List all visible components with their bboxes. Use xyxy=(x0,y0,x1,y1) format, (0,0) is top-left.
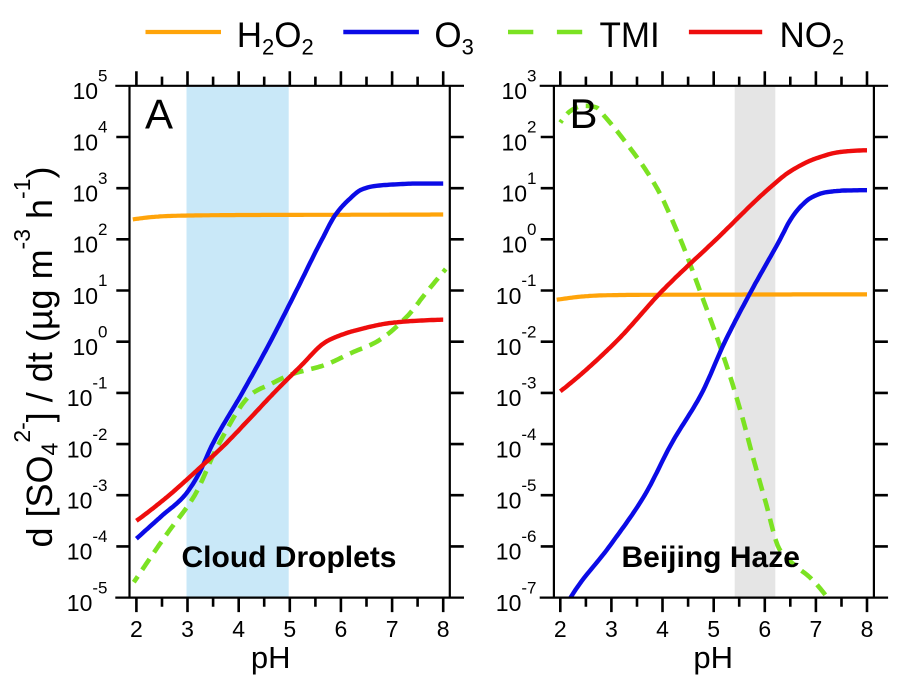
svg-text:B: B xyxy=(570,90,598,137)
svg-text:A: A xyxy=(145,91,173,138)
svg-text:3: 3 xyxy=(181,616,194,642)
svg-text:7: 7 xyxy=(810,616,823,642)
svg-text:2: 2 xyxy=(130,616,143,642)
svg-text:4: 4 xyxy=(656,616,669,642)
svg-text:5: 5 xyxy=(283,616,296,642)
svg-text:NO2: NO2 xyxy=(780,16,845,60)
svg-text:3: 3 xyxy=(605,616,618,642)
svg-text:4: 4 xyxy=(232,616,245,642)
svg-text:Cloud Droplets: Cloud Droplets xyxy=(182,541,397,574)
svg-text:8: 8 xyxy=(437,616,450,642)
svg-text:Beijing Haze: Beijing Haze xyxy=(622,541,800,574)
svg-text:pH: pH xyxy=(693,640,733,675)
svg-text:pH: pH xyxy=(251,640,291,675)
svg-text:6: 6 xyxy=(758,616,771,642)
svg-text:TMI: TMI xyxy=(600,16,660,55)
svg-text:5: 5 xyxy=(707,616,720,642)
svg-text:6: 6 xyxy=(335,616,348,642)
svg-text:8: 8 xyxy=(861,616,874,642)
svg-text:7: 7 xyxy=(386,616,399,642)
svg-text:H2O2: H2O2 xyxy=(237,16,314,60)
svg-text:2: 2 xyxy=(554,616,567,642)
